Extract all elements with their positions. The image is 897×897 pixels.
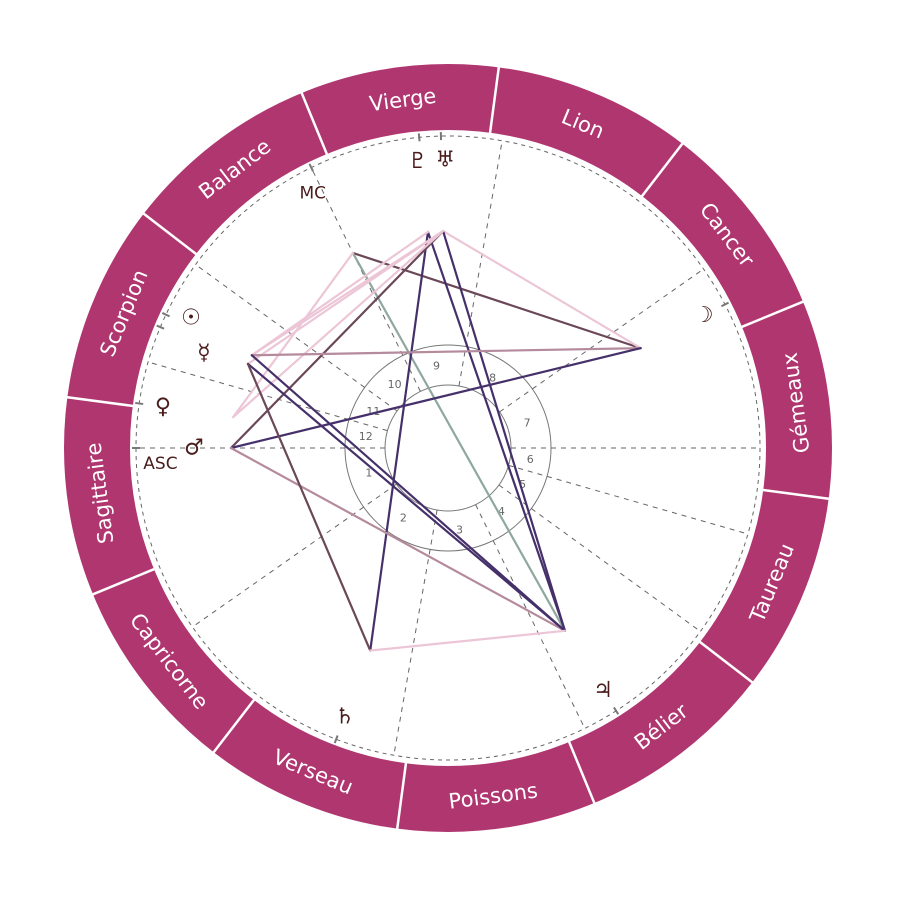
aspect-line-mercury-jupiter [246,362,567,632]
sign-divider [395,762,408,830]
sign-divider [142,212,198,256]
mars-icon: ♂ [184,436,204,461]
aspect-line-saturn-jupiter [369,629,567,652]
house-cusp-line [499,268,704,413]
house-number-9: 9 [433,359,440,372]
house-number-7: 7 [524,417,531,430]
venus-icon: ♀ [155,394,171,419]
sign-divider [698,640,754,684]
aspect-line-mc-jupiter [351,251,567,632]
sun-icon: ☉ [181,306,201,331]
aspect-line-uranus-moon [441,229,642,350]
house-number-4: 4 [498,505,505,518]
house-cusp-line [393,509,438,756]
house-cusp-line [147,361,388,432]
aspect-line-mc-venus [232,251,354,419]
sign-divider [488,66,501,134]
sign-divider [567,740,596,805]
house-number-1: 1 [365,466,372,479]
aspect-line-mercury-saturn [246,362,372,652]
house-number-10: 10 [388,378,402,391]
mercury-icon: ☿ [197,340,211,365]
asc-label: ASC [143,454,177,474]
planet-tick-mercury [156,324,165,330]
moon-icon: ☽ [694,303,714,328]
aspect-line-mars-moon [229,347,642,450]
house-number-circle-outer [344,344,552,552]
house-cusp-line [192,483,397,628]
aspect-line-mercury-uranus [246,229,445,366]
sign-divider [762,488,830,501]
sign-divider [212,698,256,754]
planet-tick-moon [720,301,730,308]
mc-label: MC [300,184,327,204]
jupiter-icon: ♃ [593,678,613,703]
aspect-line-uranus-mars [229,229,445,450]
house-number-6: 6 [527,453,534,466]
pluto-icon: ♇ [408,149,428,174]
house-cusp-line [310,167,421,392]
aspect-line-uranus-jupiter [441,229,567,632]
aspect-line-pluto-jupiter [426,230,567,632]
saturn-icon: ♄ [335,704,355,729]
aspect-line-sun-jupiter [250,354,567,632]
house-number-3: 3 [456,524,463,537]
sign-divider [740,300,805,329]
planet-tick-venus [135,401,144,406]
sign-divider [66,395,134,408]
aspect-line-sun-moon [250,347,642,357]
aspect-line-venus-uranus [232,229,445,419]
sign-divider [640,142,684,198]
sign-divider [91,567,156,596]
house-cusp-line [195,264,398,412]
planet-tick-saturn [333,735,339,744]
uranus-icon: ♅ [435,148,455,173]
house-cusp-line [475,504,586,729]
house-number-5: 5 [519,478,526,491]
house-number-2: 2 [400,512,407,525]
planet-tick-jupiter [613,706,620,715]
outer-dashed-circle [135,135,761,761]
house-cusp-line [498,484,701,632]
zodiac-ring [64,64,832,832]
aspect-line-sun-pluto [250,230,430,357]
house-number-12: 12 [359,430,373,443]
mc-tick [308,163,314,172]
sign-divider [300,91,329,156]
aspect-line-pluto-saturn [369,230,430,652]
aspect-line-mc-moon [351,251,642,350]
house-cusp-line [508,464,749,535]
house-number-8: 8 [489,371,496,384]
aspect-line-mars-jupiter [229,446,567,632]
planet-tick-pluto [417,133,421,142]
planet-tick-sun [161,312,170,318]
